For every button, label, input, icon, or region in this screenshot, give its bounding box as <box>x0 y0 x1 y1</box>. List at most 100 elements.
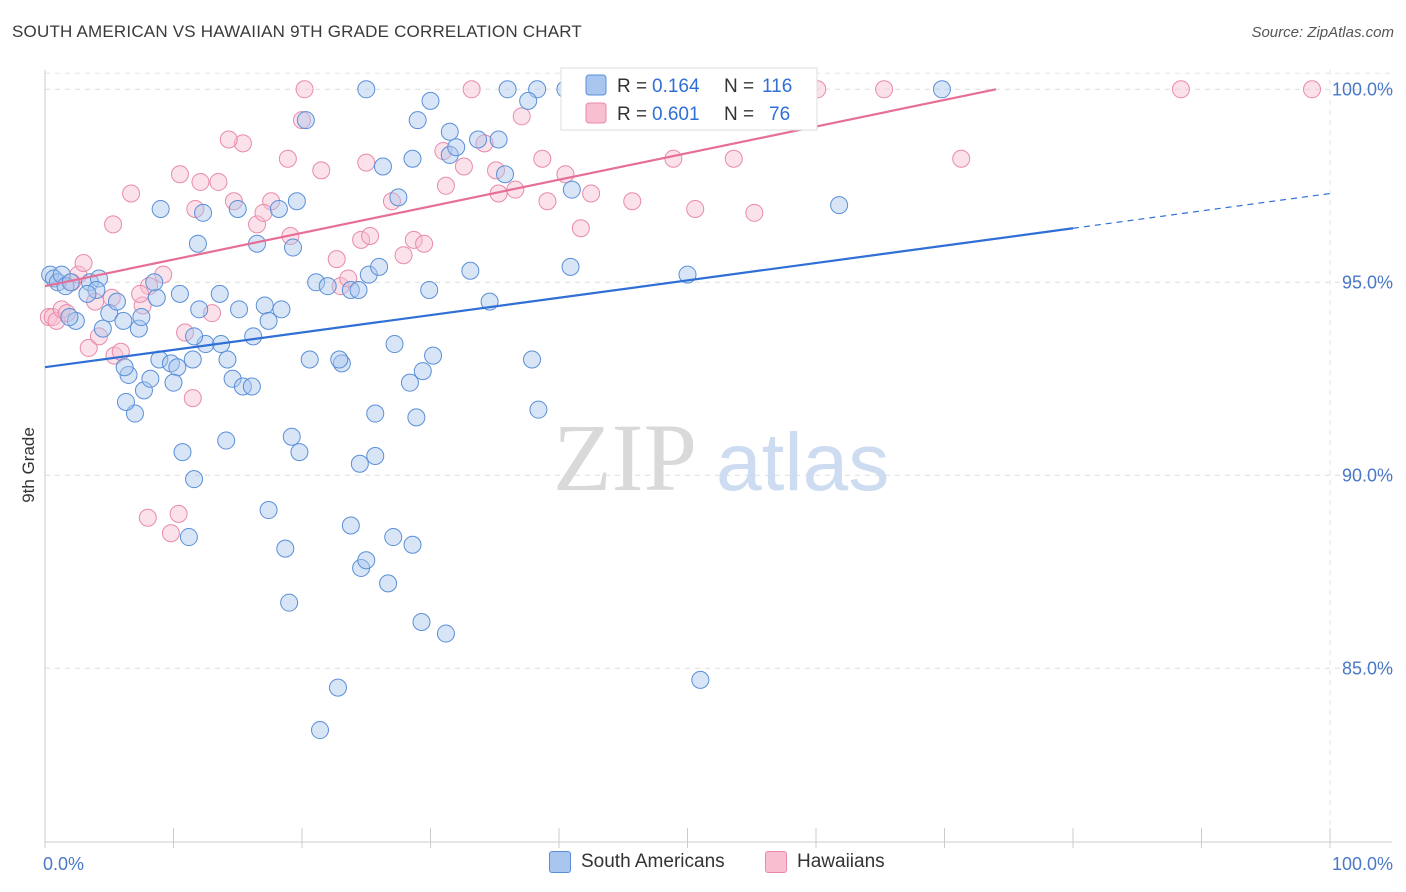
south-american-point <box>132 308 151 327</box>
south-american-point <box>284 238 303 257</box>
south-american-point <box>145 273 164 292</box>
south-american-point <box>373 157 392 176</box>
south-american-point <box>357 551 376 570</box>
legend-n-label: N = <box>724 104 754 125</box>
south-american-point <box>384 528 403 547</box>
south-american-point <box>129 319 148 338</box>
axes <box>44 70 1392 848</box>
south-american-point <box>413 362 432 381</box>
hawaiian-point <box>312 161 331 180</box>
south-american-point <box>691 670 710 689</box>
south-american-point <box>385 335 404 354</box>
south-american-point <box>403 149 422 168</box>
south-americans-trendline-extension <box>1072 192 1331 229</box>
south-american-point <box>107 292 126 311</box>
watermark-atlas: atlas <box>716 417 889 508</box>
south-american-point <box>310 721 329 740</box>
legend-swatch-blue <box>585 74 607 96</box>
south-american-point <box>164 373 183 392</box>
hawaiian-point <box>454 157 473 176</box>
south-american-point <box>87 281 106 300</box>
south-american-point <box>115 358 134 377</box>
south-american-point <box>282 427 301 446</box>
south-american-point <box>307 273 326 292</box>
south-american-point <box>170 284 189 303</box>
hawaiian-point <box>394 246 413 265</box>
hawaiian-point <box>209 172 228 191</box>
south-american-point <box>519 91 538 110</box>
bottom-legend-hawaiians[interactable]: Hawaiians <box>765 851 885 873</box>
south-american-point <box>147 288 166 307</box>
hawaiian-point <box>623 192 642 211</box>
south-american-point <box>188 234 207 253</box>
hawaiian-point <box>219 130 238 149</box>
south-american-point <box>440 145 459 164</box>
south-american-point <box>366 404 385 423</box>
south-americans-swatch <box>549 851 571 873</box>
hawaiian-point <box>169 504 188 523</box>
south-american-point <box>210 284 229 303</box>
chart-title: SOUTH AMERICAN VS HAWAIIAN 9TH GRADE COR… <box>12 22 582 41</box>
south-american-point <box>296 111 315 130</box>
hawaiian-point <box>571 219 590 238</box>
south-american-point <box>370 257 389 276</box>
legend-r-blue: 0.164 <box>652 76 700 97</box>
legend-n-label: N = <box>724 76 754 97</box>
south-american-point <box>173 443 192 462</box>
hawaiian-point <box>724 149 743 168</box>
hawaiian-point <box>352 230 371 249</box>
y-tick-label: 95.0% <box>1342 272 1393 292</box>
legend-n-blue: 116 <box>762 76 792 97</box>
south-american-point <box>328 678 347 697</box>
hawaiian-point <box>295 80 314 99</box>
south-american-point <box>259 311 278 330</box>
hawaiian-point <box>74 254 93 272</box>
legend-swatch-pink <box>585 102 607 124</box>
south-american-point <box>190 300 209 319</box>
south-american-point <box>151 199 170 218</box>
south-american-point <box>496 165 515 184</box>
south-american-point <box>561 257 580 276</box>
hawaiians-points <box>39 80 1322 543</box>
hawaiian-point <box>104 215 123 234</box>
south-american-point <box>93 319 112 338</box>
hawaiian-point <box>436 176 455 195</box>
south-american-point <box>230 300 249 319</box>
south-american-point <box>179 528 198 547</box>
bottom-legend-south-americans[interactable]: South Americans <box>549 851 725 873</box>
south-american-point <box>350 454 369 473</box>
south-american-point <box>424 346 443 365</box>
hawaiian-point <box>533 149 552 168</box>
south-american-point <box>217 431 236 450</box>
hawaiian-point <box>170 165 189 184</box>
legend-r-pink: 0.601 <box>652 104 700 125</box>
hawaiian-point <box>952 149 971 168</box>
south-american-point <box>134 381 153 400</box>
y-tick-label: 100.0% <box>1332 79 1393 99</box>
south-american-point <box>318 277 337 296</box>
south-american-point <box>341 516 360 535</box>
south-american-point <box>300 350 319 369</box>
hawaiian-point <box>278 149 297 168</box>
south-american-point <box>183 350 202 369</box>
hawaiian-point <box>161 524 180 543</box>
hawaiian-point <box>361 226 380 245</box>
watermark: ZIP atlas <box>553 404 889 511</box>
south-american-point <box>407 408 426 427</box>
south-american-point <box>440 122 459 141</box>
hawaiian-point <box>487 161 506 180</box>
south-american-point <box>469 130 488 149</box>
south-american-point <box>436 624 455 643</box>
hawaiian-point <box>357 153 376 172</box>
south-american-point <box>447 138 466 157</box>
source-label: Source: ZipAtlas.com <box>1251 24 1394 41</box>
south-american-point <box>349 281 368 300</box>
hawaiian-point <box>415 234 434 253</box>
hawaiian-point <box>176 323 195 342</box>
hawaiian-point <box>1303 80 1322 99</box>
south-american-point <box>412 612 431 631</box>
south-american-point <box>242 377 261 396</box>
south-american-point <box>408 111 427 130</box>
south-american-point <box>228 199 247 218</box>
legend-r-label: R = <box>617 76 647 97</box>
